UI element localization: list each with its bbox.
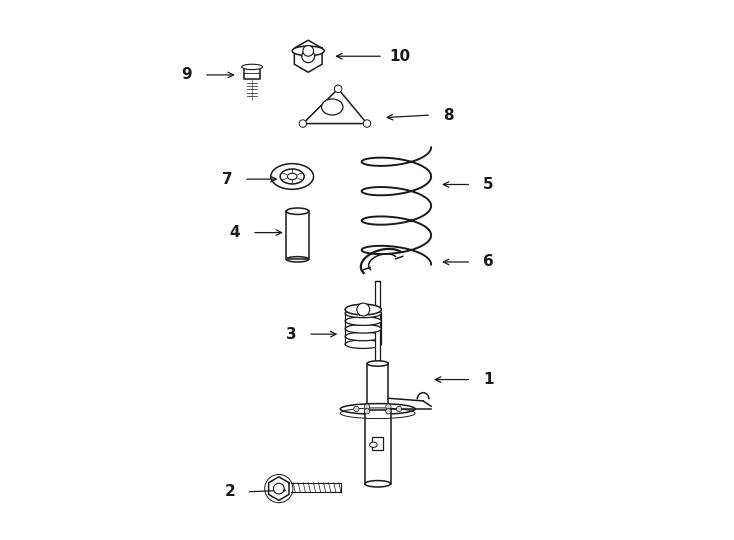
Ellipse shape — [280, 169, 304, 184]
Circle shape — [354, 406, 359, 411]
Text: 10: 10 — [390, 49, 411, 64]
Bar — [244, 67, 260, 79]
Ellipse shape — [345, 332, 382, 341]
Ellipse shape — [370, 442, 377, 448]
Text: 6: 6 — [483, 254, 494, 269]
Bar — [367, 363, 388, 409]
Ellipse shape — [345, 304, 382, 315]
Circle shape — [302, 50, 315, 63]
Ellipse shape — [367, 361, 388, 366]
Circle shape — [357, 303, 370, 316]
Text: 3: 3 — [286, 327, 297, 342]
Circle shape — [385, 404, 391, 409]
Bar — [365, 410, 390, 484]
Ellipse shape — [345, 325, 382, 333]
Text: 1: 1 — [483, 372, 493, 387]
Circle shape — [299, 120, 307, 127]
Text: 2: 2 — [225, 484, 235, 500]
Ellipse shape — [271, 164, 313, 190]
Ellipse shape — [345, 340, 382, 348]
Ellipse shape — [321, 99, 343, 115]
Polygon shape — [294, 40, 322, 72]
Text: 4: 4 — [230, 225, 240, 240]
Text: 7: 7 — [222, 172, 232, 187]
Circle shape — [303, 45, 313, 56]
Circle shape — [274, 483, 284, 494]
Polygon shape — [291, 483, 341, 492]
Text: 9: 9 — [181, 68, 192, 83]
Circle shape — [396, 406, 401, 411]
Circle shape — [385, 409, 391, 414]
Ellipse shape — [345, 309, 382, 318]
Ellipse shape — [288, 173, 297, 180]
Circle shape — [364, 409, 370, 414]
Bar — [372, 437, 383, 450]
Polygon shape — [269, 477, 289, 501]
Circle shape — [363, 120, 371, 127]
Bar — [286, 211, 309, 259]
Text: 8: 8 — [443, 107, 454, 123]
Polygon shape — [303, 89, 367, 124]
Ellipse shape — [345, 317, 382, 326]
Ellipse shape — [286, 208, 309, 214]
Ellipse shape — [292, 46, 324, 56]
Ellipse shape — [341, 403, 415, 414]
Text: 5: 5 — [483, 177, 494, 192]
Circle shape — [364, 404, 370, 409]
Ellipse shape — [365, 481, 390, 487]
Bar — [375, 281, 380, 363]
Ellipse shape — [241, 64, 263, 70]
Circle shape — [335, 85, 342, 92]
